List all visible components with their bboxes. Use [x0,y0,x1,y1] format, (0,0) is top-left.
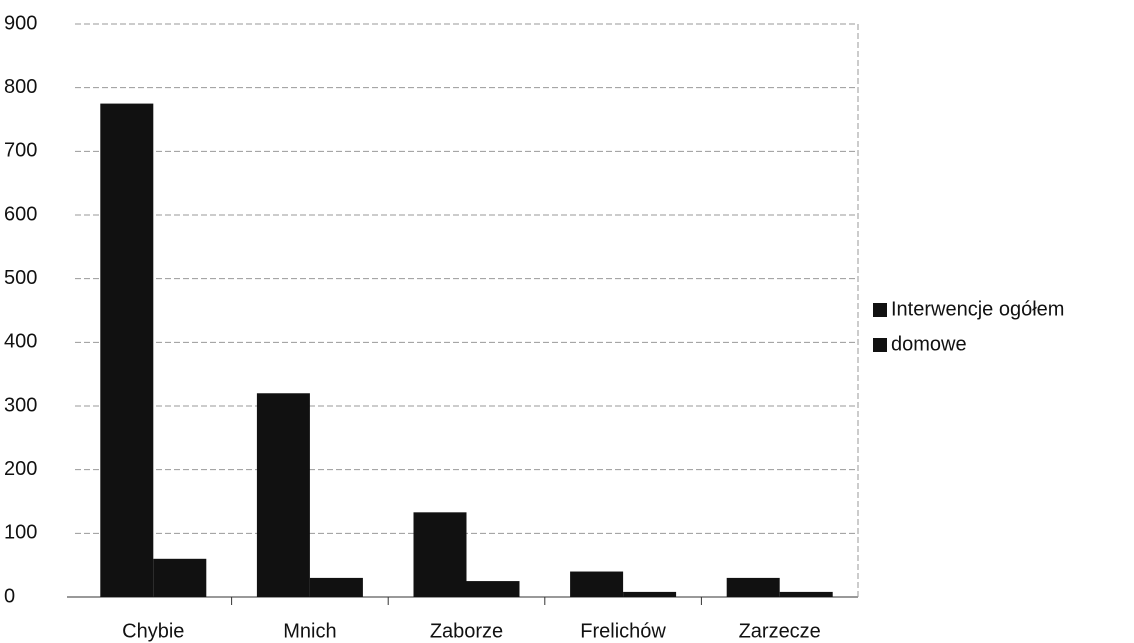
legend-label: Interwencje ogółem [891,298,1064,320]
legend-swatch [873,303,887,317]
x-tick-label: Zarzecze [739,620,821,642]
bar [623,591,677,597]
bar [570,571,624,597]
bar [256,393,310,597]
y-tick-label: 0 [4,585,15,607]
legend-swatch [873,338,887,352]
y-tick-label: 700 [4,140,37,162]
x-tick-label: Mnich [283,620,336,642]
bar [726,577,780,597]
x-tick-label: Zaborze [430,620,503,642]
y-tick-label: 300 [4,394,37,416]
y-tick-label: 200 [4,458,37,480]
x-tick-label: Chybie [122,620,184,642]
x-tick-label: Frelichów [580,620,666,642]
y-tick-label: 500 [4,267,37,289]
bar [309,577,363,597]
bar [466,581,520,597]
legend-label: domowe [891,333,967,355]
y-tick-label: 900 [4,12,37,34]
bar [153,558,207,597]
bar [779,591,833,597]
bar [413,512,467,597]
y-tick-label: 800 [4,76,37,98]
bar [100,103,154,597]
y-tick-label: 400 [4,331,37,353]
y-tick-label: 600 [4,203,37,225]
y-tick-label: 100 [4,522,37,544]
